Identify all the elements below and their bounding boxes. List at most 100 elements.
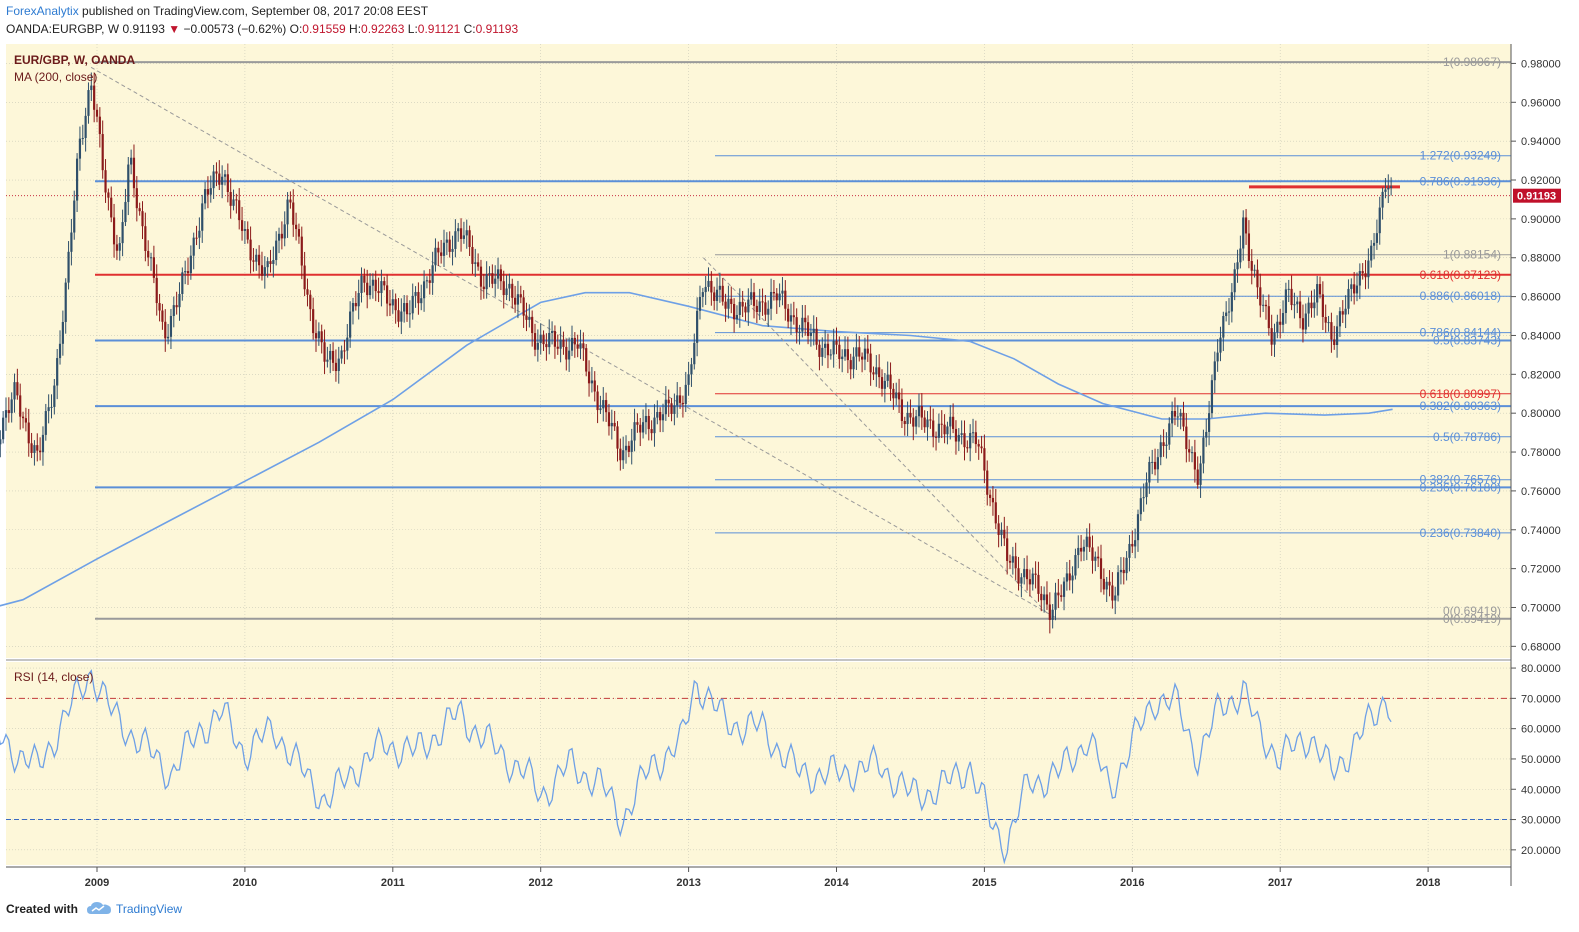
candle-body [943,424,946,435]
candle-body [678,395,682,403]
candle-body [1387,187,1390,190]
candle-body [983,448,986,471]
chart-canvas[interactable]: 1(0.98067) 1.272(0.93249) 0.786(0.91936) 1(… [0,44,1579,893]
candle-body [61,321,64,344]
candle-body [454,231,457,249]
candle-body [141,211,144,227]
fib-level-label: 0.786(0.91936) [1420,174,1501,188]
publisher-link[interactable]: ForexAnalytix [6,4,79,18]
candle-body [1151,461,1154,463]
candle-body [505,288,508,296]
candle-body [733,303,736,320]
candle-body [772,291,776,294]
candle-body [761,301,764,303]
candle-body [1344,308,1347,315]
candle-body [747,299,750,313]
candle-body [607,412,611,427]
candle-body [1173,410,1177,417]
candle-body [317,331,320,339]
time-tick-label: 2018 [1416,877,1440,889]
candle-body [858,347,861,357]
candle-body [121,222,124,244]
candle-body [1085,536,1088,547]
candle-body [1290,288,1293,306]
candle-body [826,343,830,356]
candle-body [232,199,235,206]
candle-body [189,255,192,274]
candle-body [64,282,67,322]
candle-body [1020,577,1023,584]
candle-body [394,299,397,311]
candle-body [363,275,366,283]
candle-body [1006,538,1009,561]
candle-body [297,229,301,237]
time-tick-label: 2012 [528,877,552,889]
candle-body [422,281,426,299]
candle-body [326,359,329,362]
candle-body [568,350,571,360]
candle-body [1253,269,1256,271]
candle-body [314,333,318,339]
close-label: C: [463,22,476,36]
rsi-pane[interactable] [6,662,1511,865]
candle-body [576,344,579,349]
candle-body [249,239,252,261]
candle-body [73,200,76,233]
candle-body [349,311,352,338]
candle-body [198,230,201,238]
candle-body [599,408,602,411]
candle-body [693,342,696,365]
ma-indicator-label[interactable]: MA (200, close) [14,70,97,84]
candle-body [1287,288,1290,290]
candle-body [730,298,733,304]
candle-body [1233,269,1236,293]
price-pane[interactable] [6,44,1511,658]
candle-body [468,230,471,247]
candle-body [434,247,437,266]
symbol-line: OANDA:EURGBP, W 0.91193 [6,22,165,36]
candle-body [1136,514,1140,541]
candle-body [750,292,753,300]
candle-body [431,265,434,283]
candle-body [775,293,778,301]
candle-body [1227,311,1231,313]
candle-body [1384,189,1387,192]
candle-body [1330,322,1333,340]
candle-body [289,199,292,203]
candle-body [542,334,545,345]
candle-body [1296,301,1299,305]
candle-body [1091,547,1094,561]
candle-body [1310,302,1313,309]
fib-level-label: 0.382(0.76576) [1420,473,1501,487]
candle-body [201,203,204,231]
open-label: O: [289,22,303,36]
candle-body [653,417,656,434]
candle-body [528,316,531,320]
candle-body [829,354,832,356]
candle-body [1361,271,1364,274]
candle-body [562,339,565,347]
candle-body [801,317,804,332]
rsi-tick-label: 80.0000 [1521,663,1561,675]
candle-body [1262,304,1265,306]
candle-body [10,399,13,414]
candle-body [627,445,630,452]
candle-body [767,308,770,315]
main-series-title[interactable]: EUR/GBP, W, OANDA [14,53,135,67]
high-value: 0.92263 [361,22,405,36]
candle-body [661,414,665,421]
candle-body [508,283,511,289]
candle-body [479,266,483,287]
rsi-indicator-label[interactable]: RSI (14, close) [14,670,93,684]
candle-body [377,291,380,294]
candle-body [1333,339,1336,345]
tradingview-link[interactable]: TradingView [116,902,183,916]
candle-body [306,289,309,295]
candle-body [1045,594,1049,605]
candle-body [1270,328,1273,345]
candle-body [1003,529,1006,539]
candle-body [843,349,847,357]
candle-body [878,367,881,378]
candle-body [696,310,699,343]
candle-body [1378,207,1381,234]
